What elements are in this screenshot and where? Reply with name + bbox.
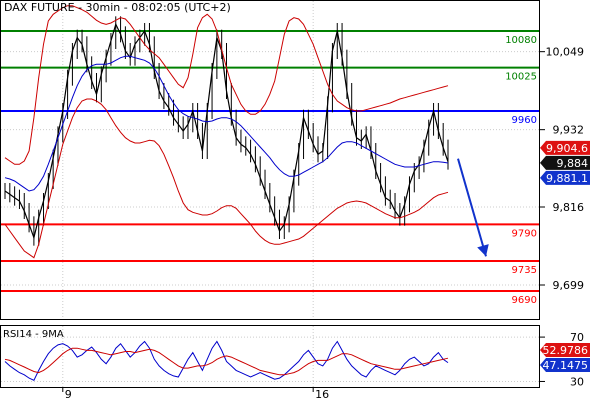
series-close	[4, 22, 449, 240]
level-label-9960: 9960	[512, 115, 537, 126]
main-panel-frame	[0, 0, 540, 320]
rsi-axis: 70 30	[540, 331, 584, 388]
price-tags: 9,904.6 9,884 9,881.1	[540, 140, 590, 185]
level-label-9790: 9790	[512, 228, 537, 239]
rsi-y-tick-label: 30	[570, 375, 584, 388]
price-series	[4, 5, 449, 259]
rsi-tag-label: 47.1475	[543, 359, 589, 372]
rsi-title: RSI14 - 9MA	[3, 329, 64, 340]
price-tag-bg	[540, 140, 590, 155]
rsi-y-tick-label: 70	[570, 331, 584, 344]
level-label-10025: 10025	[505, 72, 537, 83]
level-label-10080: 10080	[505, 35, 537, 46]
y-tick-label: 10,049	[546, 46, 585, 59]
arrow-head	[477, 244, 489, 257]
price-tag-bg	[540, 155, 590, 170]
price-tag-label: 9,884	[557, 157, 589, 170]
rsi-tag-bg	[540, 358, 590, 372]
price-tag-bg	[540, 170, 590, 185]
series-upper-band	[4, 5, 449, 165]
y-tick-label: 9,816	[553, 201, 585, 214]
rsi-panel-frame	[0, 325, 540, 388]
price-tag-label: 9,904.6	[546, 142, 588, 155]
y-tick-label: 9,699	[553, 279, 585, 292]
x-tick-label: 9	[65, 388, 72, 400]
rsi-tag-bg	[540, 343, 590, 357]
level-label-9690: 9690	[512, 295, 537, 306]
price-tag-label: 9,881.1	[546, 172, 588, 185]
x-tick-label: 16	[315, 388, 329, 400]
forecast-arrow	[457, 158, 489, 257]
price-axis: 10,049 9,932 9,816 9,699	[540, 46, 584, 292]
series-moving-average	[4, 55, 449, 192]
y-tick-label: 9,932	[553, 124, 585, 137]
rsi-series-9MA	[4, 347, 449, 376]
level-label-9735: 9735	[512, 265, 537, 276]
series-lower-band	[4, 98, 449, 259]
main-grid	[1, 1, 540, 319]
level-lines: 10080 10025 9960 9790 9735 9690	[1, 30, 540, 306]
rsi-tags: 52.9786 47.1475	[540, 343, 590, 372]
rsi-series-RSI14	[4, 340, 449, 381]
arrow-shaft	[457, 158, 487, 257]
rsi-tag-label: 52.9786	[543, 344, 589, 357]
chart-title: DAX FUTURE - 30min - 08:02:05 (UTC+2)	[4, 1, 231, 14]
rsi-series	[4, 340, 449, 381]
